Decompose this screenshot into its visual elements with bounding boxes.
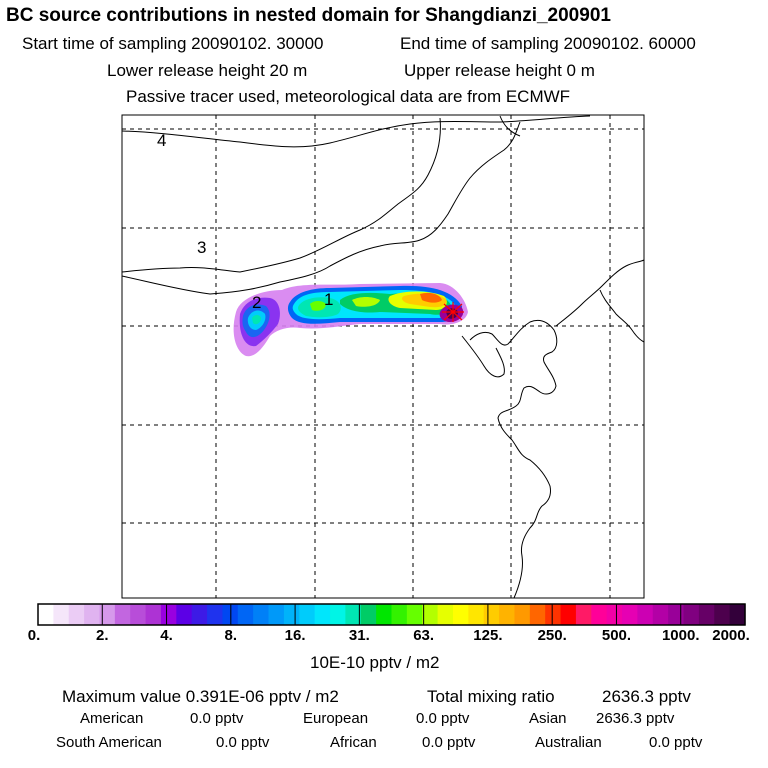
colorbar-tick-label: 0. <box>27 627 41 644</box>
colorbar-cell <box>529 604 546 625</box>
colorbar-tick-label: 2000. <box>712 627 750 644</box>
colorbar-cell <box>299 604 316 625</box>
colorbar-tick-label: 250. <box>537 627 567 644</box>
colorbar-cell <box>330 604 346 625</box>
colorbar-cell <box>84 604 101 625</box>
colorbar-cell <box>683 604 700 625</box>
colorbar-tick-label: 500. <box>601 627 632 644</box>
colorbar-cell <box>652 604 669 625</box>
region-label-2: 2 <box>252 293 262 312</box>
region-name-south-american: South American <box>56 734 162 751</box>
colorbar-cell <box>606 604 623 625</box>
region-name-african: African <box>330 734 377 751</box>
colorbar-cell <box>130 604 147 625</box>
region-name-european: European <box>303 710 369 727</box>
region-name-australian: Australian <box>535 734 602 751</box>
colorbar-cell <box>114 604 131 625</box>
lower-release-label: Lower release height 20 m <box>107 61 308 80</box>
region-value-european: 0.0 pptv <box>416 710 470 727</box>
region-label-1: 1 <box>324 290 334 309</box>
colorbar-cell <box>160 604 177 625</box>
colorbar-cell <box>38 604 54 625</box>
colorbar-tick-label: 8. <box>224 627 238 644</box>
colorbar-cell <box>68 604 85 625</box>
colorbar-cell <box>714 604 731 625</box>
colorbar-cell <box>545 604 562 625</box>
country-borders <box>121 115 645 599</box>
colorbar-cell <box>237 604 254 625</box>
colorbar-tick-label: 4. <box>160 627 173 644</box>
colorbar-tick-label: 16. <box>284 627 306 644</box>
colorbar-cell <box>698 604 715 625</box>
region-name-asian: Asian <box>529 710 567 727</box>
total-mixing-label: Total mixing ratio <box>427 687 555 706</box>
colorbar-tick-label: 1000. <box>661 627 700 644</box>
colorbar-cell <box>406 604 423 625</box>
colorbar-cell <box>668 604 685 625</box>
colorbar-cell <box>376 604 393 625</box>
start-time-label: Start time of sampling 20090102. 30000 <box>22 34 324 53</box>
region-name-american: American <box>80 710 144 727</box>
colorbar-cell <box>637 604 654 625</box>
map-title: BC source contributions in nested domain… <box>6 5 611 26</box>
region-label-4: 4 <box>157 131 167 150</box>
map-frame <box>121 114 645 599</box>
colorbar-cell <box>468 604 485 625</box>
colorbar-cell <box>253 604 270 625</box>
colorbar-cell <box>560 604 577 625</box>
receptor-star-icon <box>442 302 464 322</box>
colorbar-cell <box>729 604 746 625</box>
colorbar-tick-label: 31. <box>348 627 370 644</box>
colorbar-cell <box>99 604 116 625</box>
colorbar-cell <box>499 604 516 625</box>
region-value-african: 0.0 pptv <box>422 734 476 751</box>
colorbar-cell <box>314 604 331 625</box>
colorbar-cell <box>437 604 454 625</box>
end-time-label: End time of sampling 20090102. 60000 <box>400 34 696 53</box>
colorbar-cell <box>145 604 162 625</box>
map-grid <box>122 115 644 598</box>
colorbar-cell <box>483 604 500 625</box>
concentration-plume <box>233 283 468 357</box>
region-label-3: 3 <box>197 238 207 257</box>
colorbar-cell <box>176 604 193 625</box>
region-value-american: 0.0 pptv <box>190 710 244 727</box>
colorbar-units: 10E-10 pptv / m2 <box>310 653 440 672</box>
colorbar-cell <box>391 604 408 625</box>
colorbar-cell <box>207 604 224 625</box>
colorbar-cell <box>622 604 639 625</box>
region-value-australian: 0.0 pptv <box>649 734 703 751</box>
colorbar-cell <box>422 604 439 625</box>
tracer-info-label: Passive tracer used, meteorological data… <box>126 87 571 106</box>
upper-release-label: Upper release height 0 m <box>404 61 595 80</box>
max-value-label: Maximum value 0.391E-06 pptv / m2 <box>62 687 339 706</box>
colorbar-tick-label: 2. <box>96 627 109 644</box>
colorbar-cell <box>53 604 70 625</box>
colorbar-cell <box>575 604 592 625</box>
colorbar-tick-label: 63. <box>413 627 435 644</box>
region-value-south-american: 0.0 pptv <box>216 734 270 751</box>
colorbar-cell <box>191 604 208 625</box>
colorbar-tick-label: 125. <box>473 627 503 644</box>
colorbar-cell <box>514 604 531 625</box>
colorbar-cell <box>345 604 362 625</box>
colorbar-cell <box>268 604 285 625</box>
colorbar-cell <box>283 604 300 625</box>
colorbar-cell <box>360 604 377 625</box>
colorbar-cell <box>591 604 608 625</box>
total-mixing-value: 2636.3 pptv <box>602 687 691 706</box>
colorbar-cell <box>452 604 469 625</box>
region-value-asian: 2636.3 pptv <box>596 710 675 727</box>
